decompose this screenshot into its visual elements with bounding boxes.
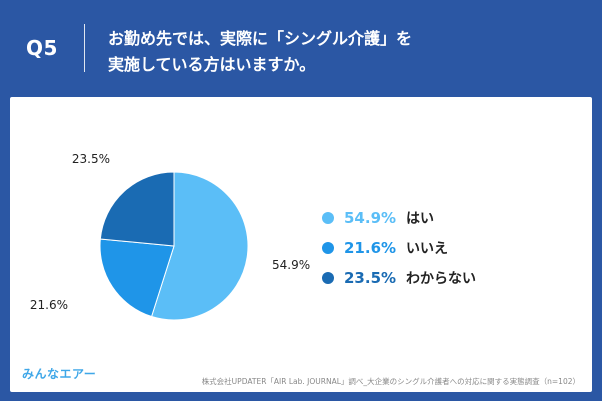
legend-swatch-yes: [322, 212, 334, 224]
legend-swatch-unknown: [322, 272, 334, 284]
question-line-2: 実施している方はいますか。: [108, 55, 316, 74]
slice-label-no: 21.6%: [30, 298, 68, 312]
legend-item-no: 21.6% いいえ: [322, 233, 476, 263]
slice-yes: [150, 171, 249, 321]
legend-value-no: 21.6%: [344, 239, 397, 257]
legend: 54.9% はい 21.6% いいえ 23.5% わからない: [322, 203, 476, 293]
legend-swatch-no: [322, 242, 334, 254]
pie-chart: 54.9% 21.6% 23.5%: [30, 152, 310, 321]
question-header: Q5 お勤め先では、実際に「シングル介護」を 実施している方はいますか。: [0, 0, 602, 95]
legend-item-unknown: 23.5% わからない: [322, 263, 476, 293]
legend-item-yes: 54.9% はい: [322, 203, 476, 233]
legend-value-unknown: 23.5%: [344, 269, 397, 287]
brand-logo: みんなエアー: [22, 367, 97, 381]
legend-label-yes: はい: [406, 211, 434, 227]
question-line-1: お勤め先では、実際に「シングル介護」を: [108, 29, 413, 48]
legend-label-no: いいえ: [406, 241, 448, 257]
legend-label-unknown: わからない: [406, 271, 476, 287]
legend-value-yes: 54.9%: [344, 209, 397, 227]
question-number: Q5: [26, 36, 58, 60]
slice-label-unknown: 23.5%: [72, 152, 110, 166]
source-note: 株式会社UPDATER「AIR Lab. JOURNAL」調べ_大企業のシングル…: [201, 377, 580, 386]
chart-card: 54.9% 21.6% 23.5% 54.9% はい 21.6% いいえ 23.5%…: [10, 97, 592, 392]
header-divider: [84, 24, 85, 72]
slice-unknown: [99, 171, 175, 247]
slice-no: [99, 238, 175, 318]
slice-label-yes: 54.9%: [272, 258, 310, 272]
question-text: お勤め先では、実際に「シングル介護」を 実施している方はいますか。: [108, 26, 412, 78]
